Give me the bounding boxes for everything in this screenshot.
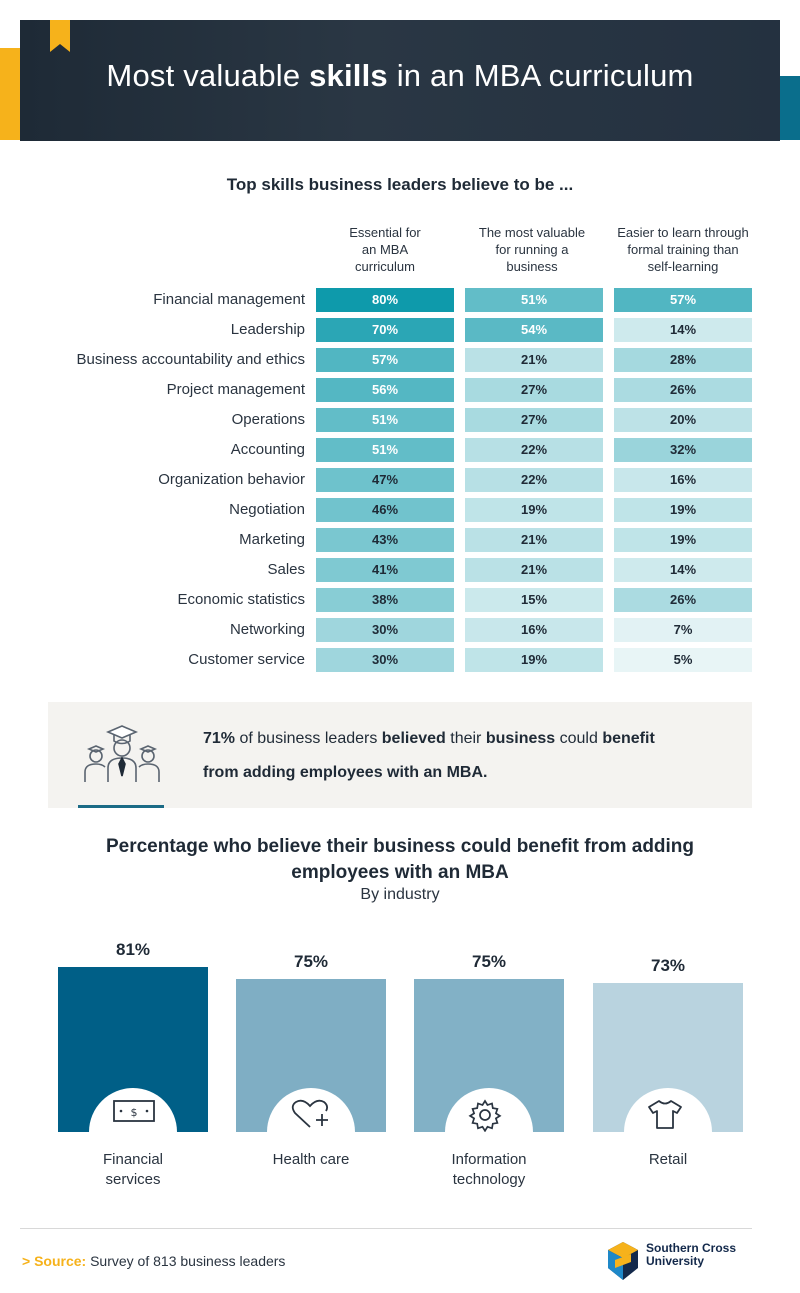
table-cell: 19%: [465, 648, 603, 672]
table-cell: 15%: [465, 588, 603, 612]
table-row-label: Financial management: [153, 291, 305, 308]
industry-category-line: technology: [452, 1171, 526, 1188]
industry-bar-value: 75%: [293, 952, 329, 971]
industry-bar-value: 73%: [650, 956, 686, 975]
table-cell: 56%: [316, 378, 454, 402]
table-cell: 14%: [614, 558, 752, 582]
table-cell: 57%: [614, 288, 752, 312]
column-header-essential: Essential for an MBA curriculum: [349, 225, 421, 274]
industry-category-line: Information: [451, 1151, 527, 1168]
university-logo-icon: [608, 1242, 638, 1280]
industry-category-line: Retail: [648, 1151, 688, 1168]
table-cell: 28%: [614, 348, 752, 372]
header-accent-left: [0, 48, 22, 140]
cash-icon: $: [112, 1098, 156, 1129]
industry-bar-value: 81%: [115, 940, 151, 959]
callout-text: 71% of business leaders believed their b…: [203, 730, 655, 781]
table-cell: 32%: [614, 438, 752, 462]
table-cell: 20%: [614, 408, 752, 432]
industry-chart-subtitle: By industry: [360, 886, 440, 903]
table-cell: 38%: [316, 588, 454, 612]
table-row-label: Marketing: [239, 531, 305, 548]
industry-category-label: Information technology: [414, 1150, 564, 1190]
table-cell: 47%: [316, 468, 454, 492]
table-row-label: Operations: [231, 411, 305, 428]
table-cell: 70%: [316, 318, 454, 342]
table-row-label: Negotiation: [229, 501, 305, 518]
source-note: > Source: Survey of 813 business leaders: [22, 1253, 286, 1269]
svg-text:$: $: [131, 1106, 138, 1119]
footer-divider: [20, 1228, 752, 1229]
table-cell: 19%: [614, 498, 752, 522]
table-cell: 16%: [465, 618, 603, 642]
header-accent-right: [778, 76, 800, 140]
table-cell: 19%: [465, 498, 603, 522]
table-row-label: Sales: [267, 561, 305, 578]
table-row-label: Customer service: [188, 651, 305, 668]
table-row-label: Accounting: [230, 441, 305, 458]
university-logo-text: Southern Cross University: [646, 1241, 737, 1268]
table-cell: 57%: [316, 348, 454, 372]
table-cell: 26%: [614, 588, 752, 612]
table-cell: 80%: [316, 288, 454, 312]
table-row-label: Project management: [166, 381, 305, 398]
table-cell: 46%: [316, 498, 454, 522]
industry-category-line: services: [105, 1171, 161, 1188]
table-cell: 21%: [465, 528, 603, 552]
table-title: Top skills business leaders believe to b…: [226, 175, 574, 194]
table-cell: 51%: [316, 438, 454, 462]
heart-plus-icon: [290, 1098, 330, 1135]
page-title: Most valuable skills in an MBA curriculu…: [106, 58, 694, 93]
callout-underline: [78, 805, 164, 808]
industry-category-line: Health care: [272, 1151, 350, 1168]
table-cell: 43%: [316, 528, 454, 552]
industry-bar-value: 75%: [471, 952, 507, 971]
bookmark-icon: [50, 20, 70, 52]
industry-category-line: Financial: [102, 1151, 164, 1168]
table-cell: 27%: [465, 408, 603, 432]
table-cell: 54%: [465, 318, 603, 342]
table-cell: 51%: [465, 288, 603, 312]
industry-category-label: Retail: [593, 1150, 743, 1170]
table-cell: 7%: [614, 618, 752, 642]
table-cell: 5%: [614, 648, 752, 672]
table-cell: 19%: [614, 528, 752, 552]
table-row-label: Networking: [229, 621, 305, 638]
table-cell: 21%: [465, 558, 603, 582]
table-cell: 14%: [614, 318, 752, 342]
industry-category-label: Health care: [236, 1150, 386, 1170]
table-cell: 22%: [465, 438, 603, 462]
table-cell: 51%: [316, 408, 454, 432]
table-cell: 16%: [614, 468, 752, 492]
table-row-label: Economic statistics: [177, 591, 305, 608]
column-header-valuable: The most valuable for running a business: [478, 225, 586, 274]
gear-icon: [468, 1098, 502, 1137]
table-cell: 26%: [614, 378, 752, 402]
table-cell: 21%: [465, 348, 603, 372]
table-cell: 22%: [465, 468, 603, 492]
header-banner: [20, 20, 780, 141]
table-cell: 30%: [316, 618, 454, 642]
table-row-label: Organization behavior: [158, 471, 305, 488]
table-cell: 30%: [316, 648, 454, 672]
shirt-icon: [647, 1098, 683, 1135]
table-row-label: Business accountability and ethics: [76, 351, 305, 368]
industry-chart-title: Percentage who believe their business co…: [105, 836, 695, 883]
table-row-label: Leadership: [230, 321, 305, 338]
industry-category-label: Financial services: [58, 1150, 208, 1190]
table-cell: 41%: [316, 558, 454, 582]
graduates-icon: [84, 725, 160, 782]
callout-box: [48, 702, 752, 808]
column-header-easier: Easier to learn through formal training t…: [617, 225, 749, 274]
table-cell: 27%: [465, 378, 603, 402]
